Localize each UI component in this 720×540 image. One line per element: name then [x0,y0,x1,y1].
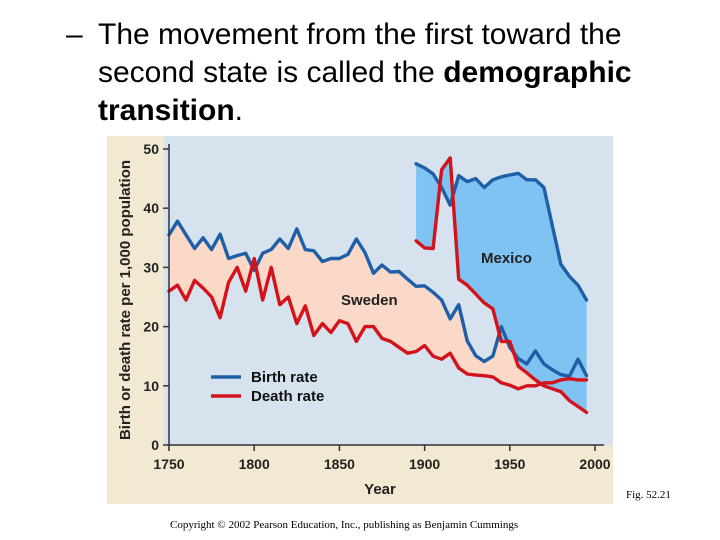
mexico-birth-rate-line [414,162,589,302]
mexico-gap-fill [416,157,587,413]
sweden-gap-fill [169,221,536,389]
y-tick-label: 20 [143,319,159,335]
sweden-birth-rate-line [167,219,589,379]
mexico-death-rate-line [414,156,589,415]
x-tick-label: 1800 [239,456,270,472]
x-axis-label: Year [364,481,396,498]
bullet-dash: – [66,18,83,51]
figure-label: Fig. 52.21 [626,489,671,501]
legend-birth-label: Birth rate [251,369,318,386]
x-tick-label: 1950 [494,456,525,472]
x-tick-label: 2000 [579,456,610,472]
bullet-text-end: . [234,94,244,127]
x-tick-label: 1900 [409,456,440,472]
bullet-text: The movement from the first toward the s… [98,16,698,130]
y-tick-label: 30 [143,259,159,275]
y-axis-label: Birth or death rate per 1,000 population [117,160,134,440]
copyright-notice: Copyright © 2002 Pearson Education, Inc.… [170,519,519,531]
sweden-death-rate-line [167,256,589,391]
y-tick-label: 50 [143,141,159,157]
sweden-annotation: Sweden [341,292,398,309]
chart-figure: 1750 1800 1850 1900 1950 2000 0 10 20 30 40 50 Year B… [107,136,613,504]
bullet-text-plain: The movement from the first toward the s… [98,18,622,89]
x-tick-label: 1850 [324,456,355,472]
demographic-transition-chart: 1750 1800 1850 1900 1950 2000 0 10 20 30 40 50 Year B… [117,136,613,498]
x-tick-label: 1750 [153,456,184,472]
y-tick-label: 10 [143,378,159,394]
y-tick-label: 0 [151,437,159,453]
legend-death-label: Death rate [251,388,324,405]
mexico-annotation: Mexico [481,250,532,267]
y-tick-label: 40 [143,200,159,216]
bullet-text-bold: demographic transition [98,56,632,127]
